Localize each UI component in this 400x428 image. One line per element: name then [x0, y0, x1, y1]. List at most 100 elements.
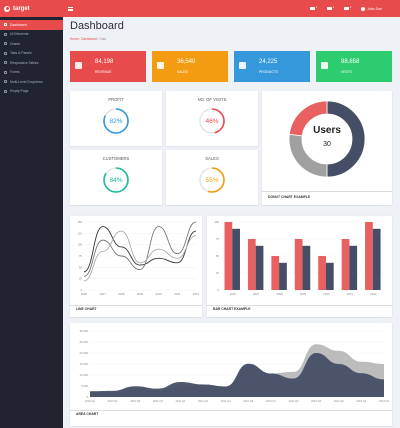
donut-chart [288, 100, 366, 178]
y-tick-label: 5,000 [81, 384, 88, 388]
customers-gauge: 84% [102, 166, 130, 194]
card-title: AREA CHART [76, 412, 99, 416]
x-tick-label: 2011 [347, 292, 353, 296]
x-tick-label: 2008 [276, 292, 283, 296]
sidebar-item-ui-elements[interactable]: UI Elements [0, 30, 63, 40]
sidebar-item-label: Empty Page [10, 89, 29, 94]
sidebar-item-responsive-tables[interactable]: Responsive Tables [0, 58, 63, 68]
divider [70, 410, 392, 411]
gauge-title: CUSTOMERS [102, 156, 130, 161]
main-content: Dashboard Home / Dashboard / Data 84,198… [63, 17, 400, 428]
y-tick-label: 50 [79, 265, 83, 269]
sidebar-item-forms[interactable]: Forms [0, 68, 63, 78]
bar [294, 239, 303, 290]
bell-icon[interactable]: ▾ [344, 7, 351, 11]
brand[interactable]: target [0, 0, 63, 17]
x-tick-label: 2012 Q3 [311, 399, 322, 403]
sitemap-icon [4, 80, 7, 84]
menu-toggle-icon[interactable] [68, 6, 73, 11]
bar [247, 239, 256, 290]
donut-slice [288, 100, 328, 137]
sidebar-item-label: Dashboard [10, 22, 27, 27]
divider [207, 305, 392, 306]
breadcrumb-home[interactable]: Home [70, 37, 79, 41]
revenue-icon [75, 62, 82, 69]
stat-value: 84,198 [95, 59, 114, 65]
x-tick-label: 2013 Q1 [356, 399, 367, 403]
y-tick-label: 100 [214, 220, 219, 224]
gauge-title: SALES [205, 156, 219, 161]
sidebar-item-charts[interactable]: Charts [0, 39, 63, 49]
sidebar-item-label: Tabs & Panels [10, 51, 32, 56]
envelope-icon[interactable]: ▾ [310, 7, 317, 11]
gauge-card-sales: SALES 55% [166, 150, 258, 205]
y-tick-label: 0 [217, 288, 219, 292]
sidebar-item-dashboard[interactable]: Dashboard [0, 20, 63, 30]
x-tick-label: 2012 [370, 292, 377, 296]
x-tick-label: 2009 [300, 292, 307, 296]
sidebar-item-label: Charts [10, 41, 20, 46]
y-tick-label: 15,000 [79, 362, 88, 366]
gauge-value: 84% [109, 176, 123, 184]
bar [271, 256, 280, 290]
x-tick-label: 2010 [323, 292, 330, 296]
desktop-icon [4, 32, 7, 36]
y-tick-label: 125 [77, 231, 82, 235]
sidebar-item-label: Multi-Level Dropdown [10, 79, 43, 84]
bar [318, 256, 326, 290]
y-tick-label: 20,000 [79, 351, 88, 355]
stat-label: VISITS [341, 70, 352, 74]
bar [224, 222, 233, 290]
card-title: DONUT CHART EXAMPLE [268, 195, 311, 199]
user-menu[interactable]: John Doe [361, 6, 382, 11]
sales-gauge: 55% [198, 166, 226, 194]
tasks-icon[interactable]: ▾ [327, 7, 334, 11]
bar-chart-icon [4, 42, 7, 46]
stat-label: REVENUE [95, 70, 112, 74]
x-tick-label: 2012 Q4 [334, 399, 345, 403]
dashboard-icon [4, 23, 7, 27]
edit-icon [4, 70, 7, 74]
sidebar: target Dashboard UI Elements Charts Tabs… [0, 0, 63, 428]
y-tick-label: 50 [216, 254, 220, 258]
stat-value: 24,225 [259, 59, 278, 65]
stat-card-products: 24,225 PRODUCTS [234, 51, 310, 82]
y-tick-label: 25,000 [79, 340, 88, 344]
bar [349, 245, 358, 290]
page-title: Dashboard [70, 20, 124, 32]
line-chart: 0 25 50 75 100 125 150 2006 2007 2008 2009 2010 2011… [77, 220, 200, 296]
breadcrumb: Home / Dashboard / Data [70, 37, 107, 41]
donut-center-value: 30 [323, 141, 331, 148]
sidebar-item-tabs-panels[interactable]: Tabs & Panels [0, 49, 63, 59]
breadcrumb-current: Data [99, 37, 107, 41]
gauge-title: NO. OF VISITS [197, 97, 227, 102]
bar [302, 245, 311, 290]
bar-chart-card: 0 25 50 75 100 2006 2007 2008 2009 2010 2011 2012 B… [207, 216, 392, 317]
sidebar-item-empty-page[interactable]: Empty Page [0, 87, 63, 97]
gauge-value: 82% [109, 117, 123, 125]
x-tick-label: 2011 Q3 [221, 399, 231, 403]
breadcrumb-dashboard[interactable]: Dashboard [81, 37, 97, 41]
x-tick-label: 2011 Q4 [243, 399, 253, 403]
x-tick-label: 2012 [193, 292, 200, 296]
file-icon [4, 89, 7, 93]
sidebar-item-multi-level-dropdown[interactable]: Multi-Level Dropdown [0, 77, 63, 87]
bar [255, 245, 264, 290]
profit-gauge: 82% [102, 107, 130, 135]
x-tick-label: 2010 Q2 [108, 399, 119, 403]
y-tick-label: 10,000 [79, 373, 88, 377]
divider [70, 305, 202, 306]
sidebar-item-label: Forms [10, 70, 20, 75]
x-tick-label: 2010 [156, 292, 163, 296]
x-tick-label: 2011 Q2 [198, 399, 208, 403]
user-icon [361, 6, 366, 11]
products-icon [239, 62, 246, 69]
bar [372, 228, 381, 290]
gauge-value: 46% [205, 117, 219, 125]
bar [325, 262, 334, 290]
stat-card-sales: 36,540 SALES [152, 51, 228, 82]
x-tick-label: 2010 Q1 [85, 399, 96, 403]
brand-name: target [13, 5, 30, 12]
donut-center-label: Users [313, 125, 341, 136]
x-tick-label: 2011 [174, 292, 180, 296]
